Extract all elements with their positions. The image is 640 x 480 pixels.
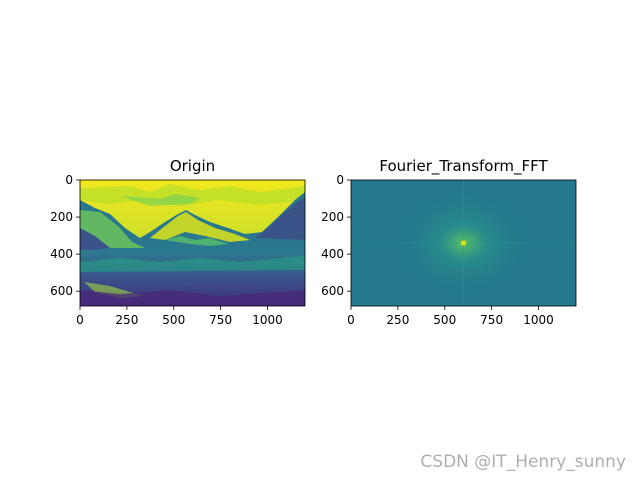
x-tick-label: 0: [347, 313, 355, 327]
subplot-origin: Origin 0 250 500 750 1000 0 200 400 600: [50, 157, 306, 327]
watermark-text: CSDN @IT_Henry_sunny: [420, 452, 626, 472]
fft-image: [351, 180, 576, 306]
axis-ticks: 0 250 500 750 1000 0 200 400 600: [50, 173, 283, 327]
x-tick-label: 1000: [523, 313, 554, 327]
y-tick-label: 200: [50, 210, 73, 224]
y-tick-label: 0: [336, 173, 344, 187]
axis-ticks: 0 250 500 750 1000 0 200 400 600: [321, 173, 554, 327]
y-tick-label: 400: [321, 247, 344, 261]
subplot-title: Origin: [170, 157, 215, 175]
y-tick-label: 600: [50, 284, 73, 298]
y-tick-label: 200: [321, 210, 344, 224]
x-tick-label: 500: [433, 313, 456, 327]
x-tick-label: 0: [76, 313, 84, 327]
origin-image: [80, 180, 305, 306]
subplot-fft: Fourier_Transform_FFT 0 250 500 750 1000 0 200…: [321, 157, 577, 327]
y-tick-label: 400: [50, 247, 73, 261]
subplot-title: Fourier_Transform_FFT: [379, 157, 548, 176]
x-tick-label: 750: [480, 313, 503, 327]
x-tick-label: 750: [209, 313, 232, 327]
y-tick-label: 0: [65, 173, 73, 187]
axes-frame: [79, 179, 306, 307]
x-tick-label: 250: [386, 313, 409, 327]
axes-frame: [350, 179, 577, 307]
x-tick-label: 500: [162, 313, 185, 327]
y-tick-label: 600: [321, 284, 344, 298]
x-tick-label: 1000: [252, 313, 283, 327]
x-tick-label: 250: [115, 313, 138, 327]
